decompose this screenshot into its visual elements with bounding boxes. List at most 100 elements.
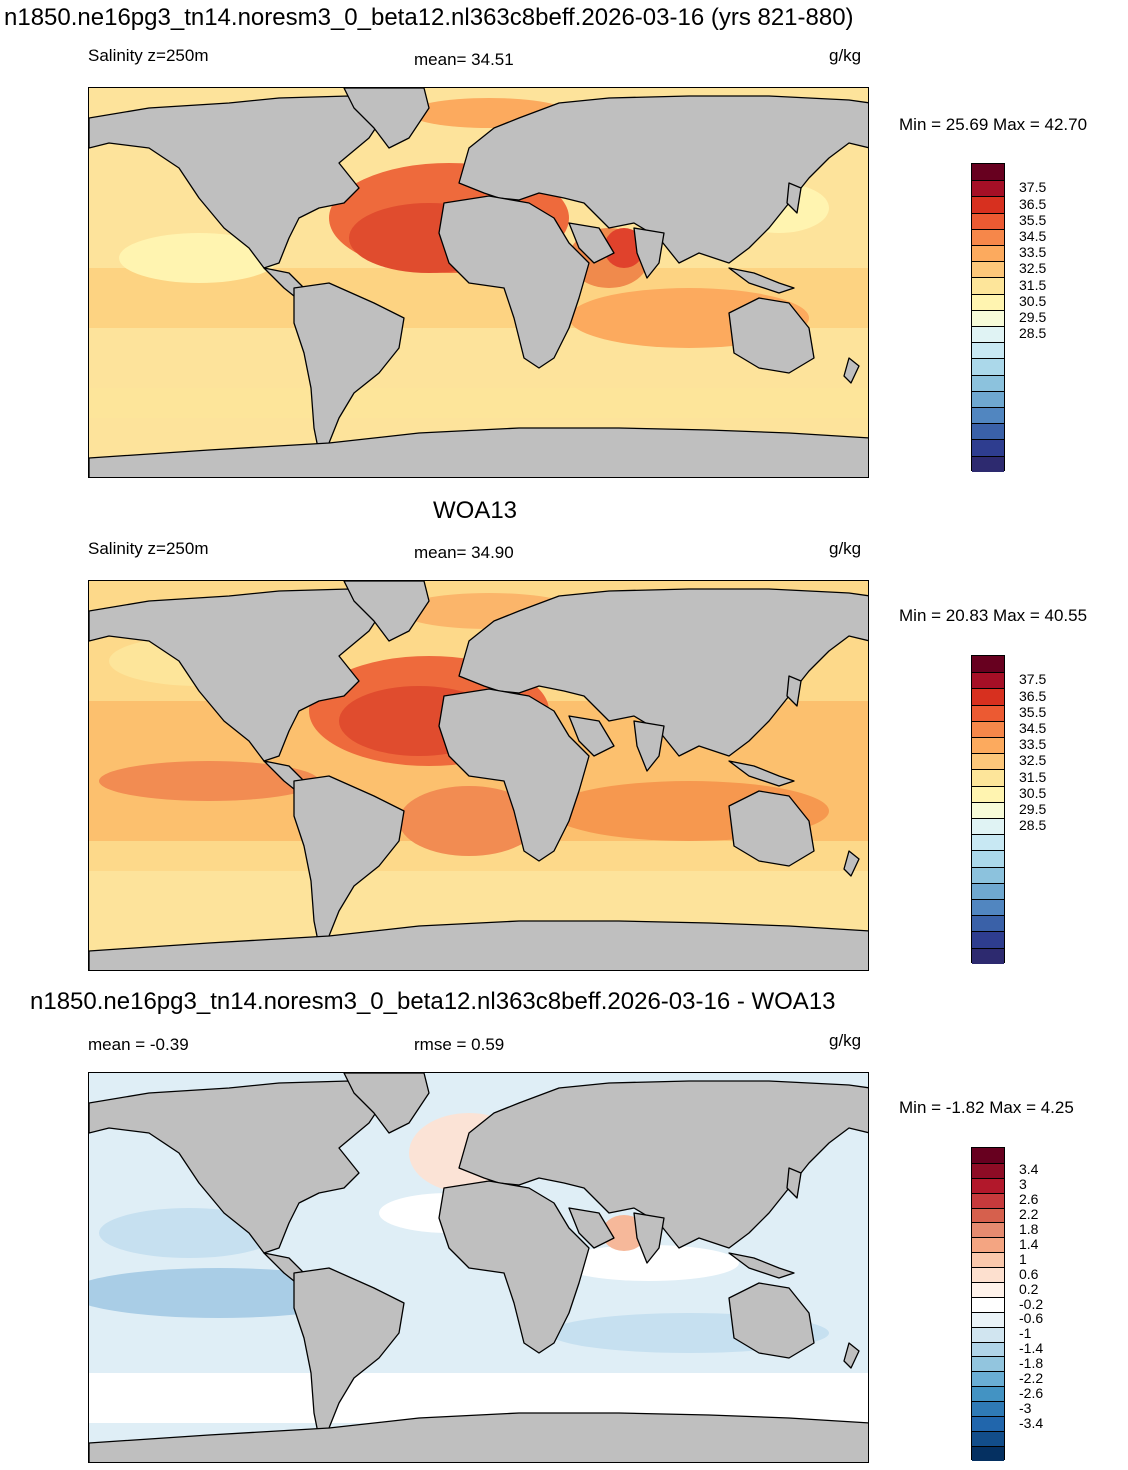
- colorbar-segment: [972, 245, 1004, 262]
- colorbar-segment: [972, 850, 1004, 867]
- land-polygons: [89, 581, 868, 970]
- colorbar-tick-label: 1.8: [1019, 1220, 1039, 1237]
- colorbar-tick-label: 33.5: [1019, 736, 1047, 753]
- colorbar-segment: [972, 915, 1004, 932]
- colorbar-tick-label: -0.2: [1019, 1295, 1044, 1312]
- colorbar-segment: [972, 1192, 1004, 1208]
- colorbar-segment: [972, 1237, 1004, 1253]
- colorbar-segment: [972, 1430, 1004, 1446]
- colorbar-tick-label: -2.6: [1019, 1384, 1044, 1401]
- colorbar-segment: [972, 1445, 1004, 1461]
- colorbar-box: [971, 655, 1005, 964]
- colorbar-tick-label: 36.5: [1019, 687, 1047, 704]
- colorbar-segment: [972, 309, 1004, 327]
- panel3-colorbar: [971, 1147, 1005, 1461]
- colorbar-tick-label: -1.8: [1019, 1355, 1044, 1372]
- land-polygons: [89, 88, 868, 477]
- panel2-mean-label: mean= 34.90: [414, 543, 514, 562]
- colorbar-tick-label: 1: [1019, 1250, 1027, 1267]
- colorbar-tick-label: 32.5: [1019, 752, 1047, 769]
- colorbar-segment: [972, 1371, 1004, 1387]
- colorbar-tick-label: 31.5: [1019, 276, 1047, 293]
- colorbar-segment: [972, 834, 1004, 851]
- panel3-units-label: g/kg: [829, 1031, 862, 1050]
- colorbar-segment: [972, 688, 1004, 705]
- colorbar-tick-label: 35.5: [1019, 211, 1047, 228]
- colorbar-segment: [972, 720, 1004, 738]
- colorbar-segment: [972, 931, 1004, 948]
- colorbar-tick-label: 3: [1019, 1176, 1027, 1193]
- colorbar-segment: [972, 277, 1004, 294]
- colorbar-segment: [972, 1296, 1004, 1312]
- colorbar-tick-label: 37.5: [1019, 179, 1047, 196]
- colorbar-box: [971, 1147, 1005, 1461]
- colorbar-tick-label: 3.4: [1019, 1161, 1039, 1178]
- colorbar-segment: [972, 358, 1004, 375]
- colorbar-tick-label: 37.5: [1019, 671, 1047, 688]
- colorbar-segment: [972, 1162, 1004, 1178]
- colorbar-tick-label: 30.5: [1019, 784, 1047, 801]
- land-polygons: [89, 1073, 868, 1462]
- panel2-map: [88, 580, 869, 971]
- colorbar-segment: [972, 899, 1004, 916]
- colorbar-tick-label: 33.5: [1019, 244, 1047, 261]
- colorbar-segment: [972, 1148, 1004, 1163]
- colorbar-tick-label: -0.6: [1019, 1310, 1044, 1327]
- colorbar-segment: [972, 1252, 1004, 1268]
- colorbar-segment: [972, 1416, 1004, 1431]
- panel3-title: n1850.ne16pg3_tn14.noresm3_0_beta12.nl36…: [30, 988, 836, 1015]
- colorbar-tick-label: 29.5: [1019, 801, 1047, 817]
- colorbar-tick-label: 2.2: [1019, 1206, 1039, 1223]
- panel2-title: WOA13: [433, 497, 518, 524]
- panel2-variable-label: Salinity z=250m: [88, 539, 209, 558]
- colorbar-tick-label: 1.4: [1019, 1235, 1039, 1252]
- panel3-minmax-label: Min = -1.82 Max = 4.25: [899, 1098, 1074, 1117]
- colorbar-segment: [972, 164, 1004, 181]
- colorbar-segment: [972, 947, 1004, 964]
- colorbar-segment: [972, 1267, 1004, 1283]
- colorbar-tick-label: 35.5: [1019, 703, 1047, 720]
- colorbar-segment: [972, 455, 1004, 472]
- panel3-map: [88, 1072, 869, 1463]
- panel2-colorbar: [971, 655, 1005, 964]
- colorbar-segment: [972, 1282, 1004, 1297]
- colorbar-segment: [972, 656, 1004, 673]
- colorbar-segment: [972, 390, 1004, 408]
- colorbar-segment: [972, 439, 1004, 456]
- colorbar-tick-label: -2.2: [1019, 1370, 1044, 1387]
- colorbar-segment: [972, 769, 1004, 786]
- colorbar-segment: [972, 212, 1004, 229]
- colorbar-tick-label: 28.5: [1019, 817, 1047, 834]
- colorbar-segment: [972, 407, 1004, 424]
- colorbar-segment: [972, 1311, 1004, 1327]
- colorbar-segment: [972, 1401, 1004, 1417]
- colorbar-segment: [972, 228, 1004, 246]
- map-svg: [89, 88, 868, 477]
- colorbar-segment: [972, 1386, 1004, 1402]
- colorbar-segment: [972, 753, 1004, 770]
- colorbar-segment: [972, 261, 1004, 278]
- colorbar-tick-label: 30.5: [1019, 292, 1047, 309]
- panel3-rmse-label: rmse = 0.59: [414, 1035, 505, 1054]
- colorbar-segment: [972, 1326, 1004, 1342]
- colorbar-tick-label: 0.6: [1019, 1265, 1039, 1282]
- colorbar-segment: [972, 882, 1004, 900]
- colorbar-segment: [972, 1207, 1004, 1223]
- panel1-mean-label: mean= 34.51: [414, 50, 514, 69]
- panel3-mean-label: mean = -0.39: [88, 1035, 189, 1054]
- colorbar-tick-label: -3: [1019, 1399, 1032, 1416]
- panel1-title: n1850.ne16pg3_tn14.noresm3_0_beta12.nl36…: [4, 4, 854, 31]
- map-svg: [89, 1073, 868, 1462]
- colorbar-segment: [972, 196, 1004, 213]
- panel2-minmax-label: Min = 20.83 Max = 40.55: [899, 606, 1088, 625]
- colorbar-tick-label: 31.5: [1019, 768, 1047, 785]
- colorbar-tick-label: 2.6: [1019, 1191, 1039, 1208]
- panel1-map: [88, 87, 869, 478]
- colorbar-segment: [972, 326, 1004, 343]
- panel1-colorbar: [971, 163, 1005, 472]
- colorbar-box: [971, 163, 1005, 472]
- colorbar-segment: [972, 737, 1004, 754]
- colorbar-segment: [972, 342, 1004, 359]
- colorbar-tick-label: 28.5: [1019, 325, 1047, 342]
- colorbar-segment: [972, 785, 1004, 802]
